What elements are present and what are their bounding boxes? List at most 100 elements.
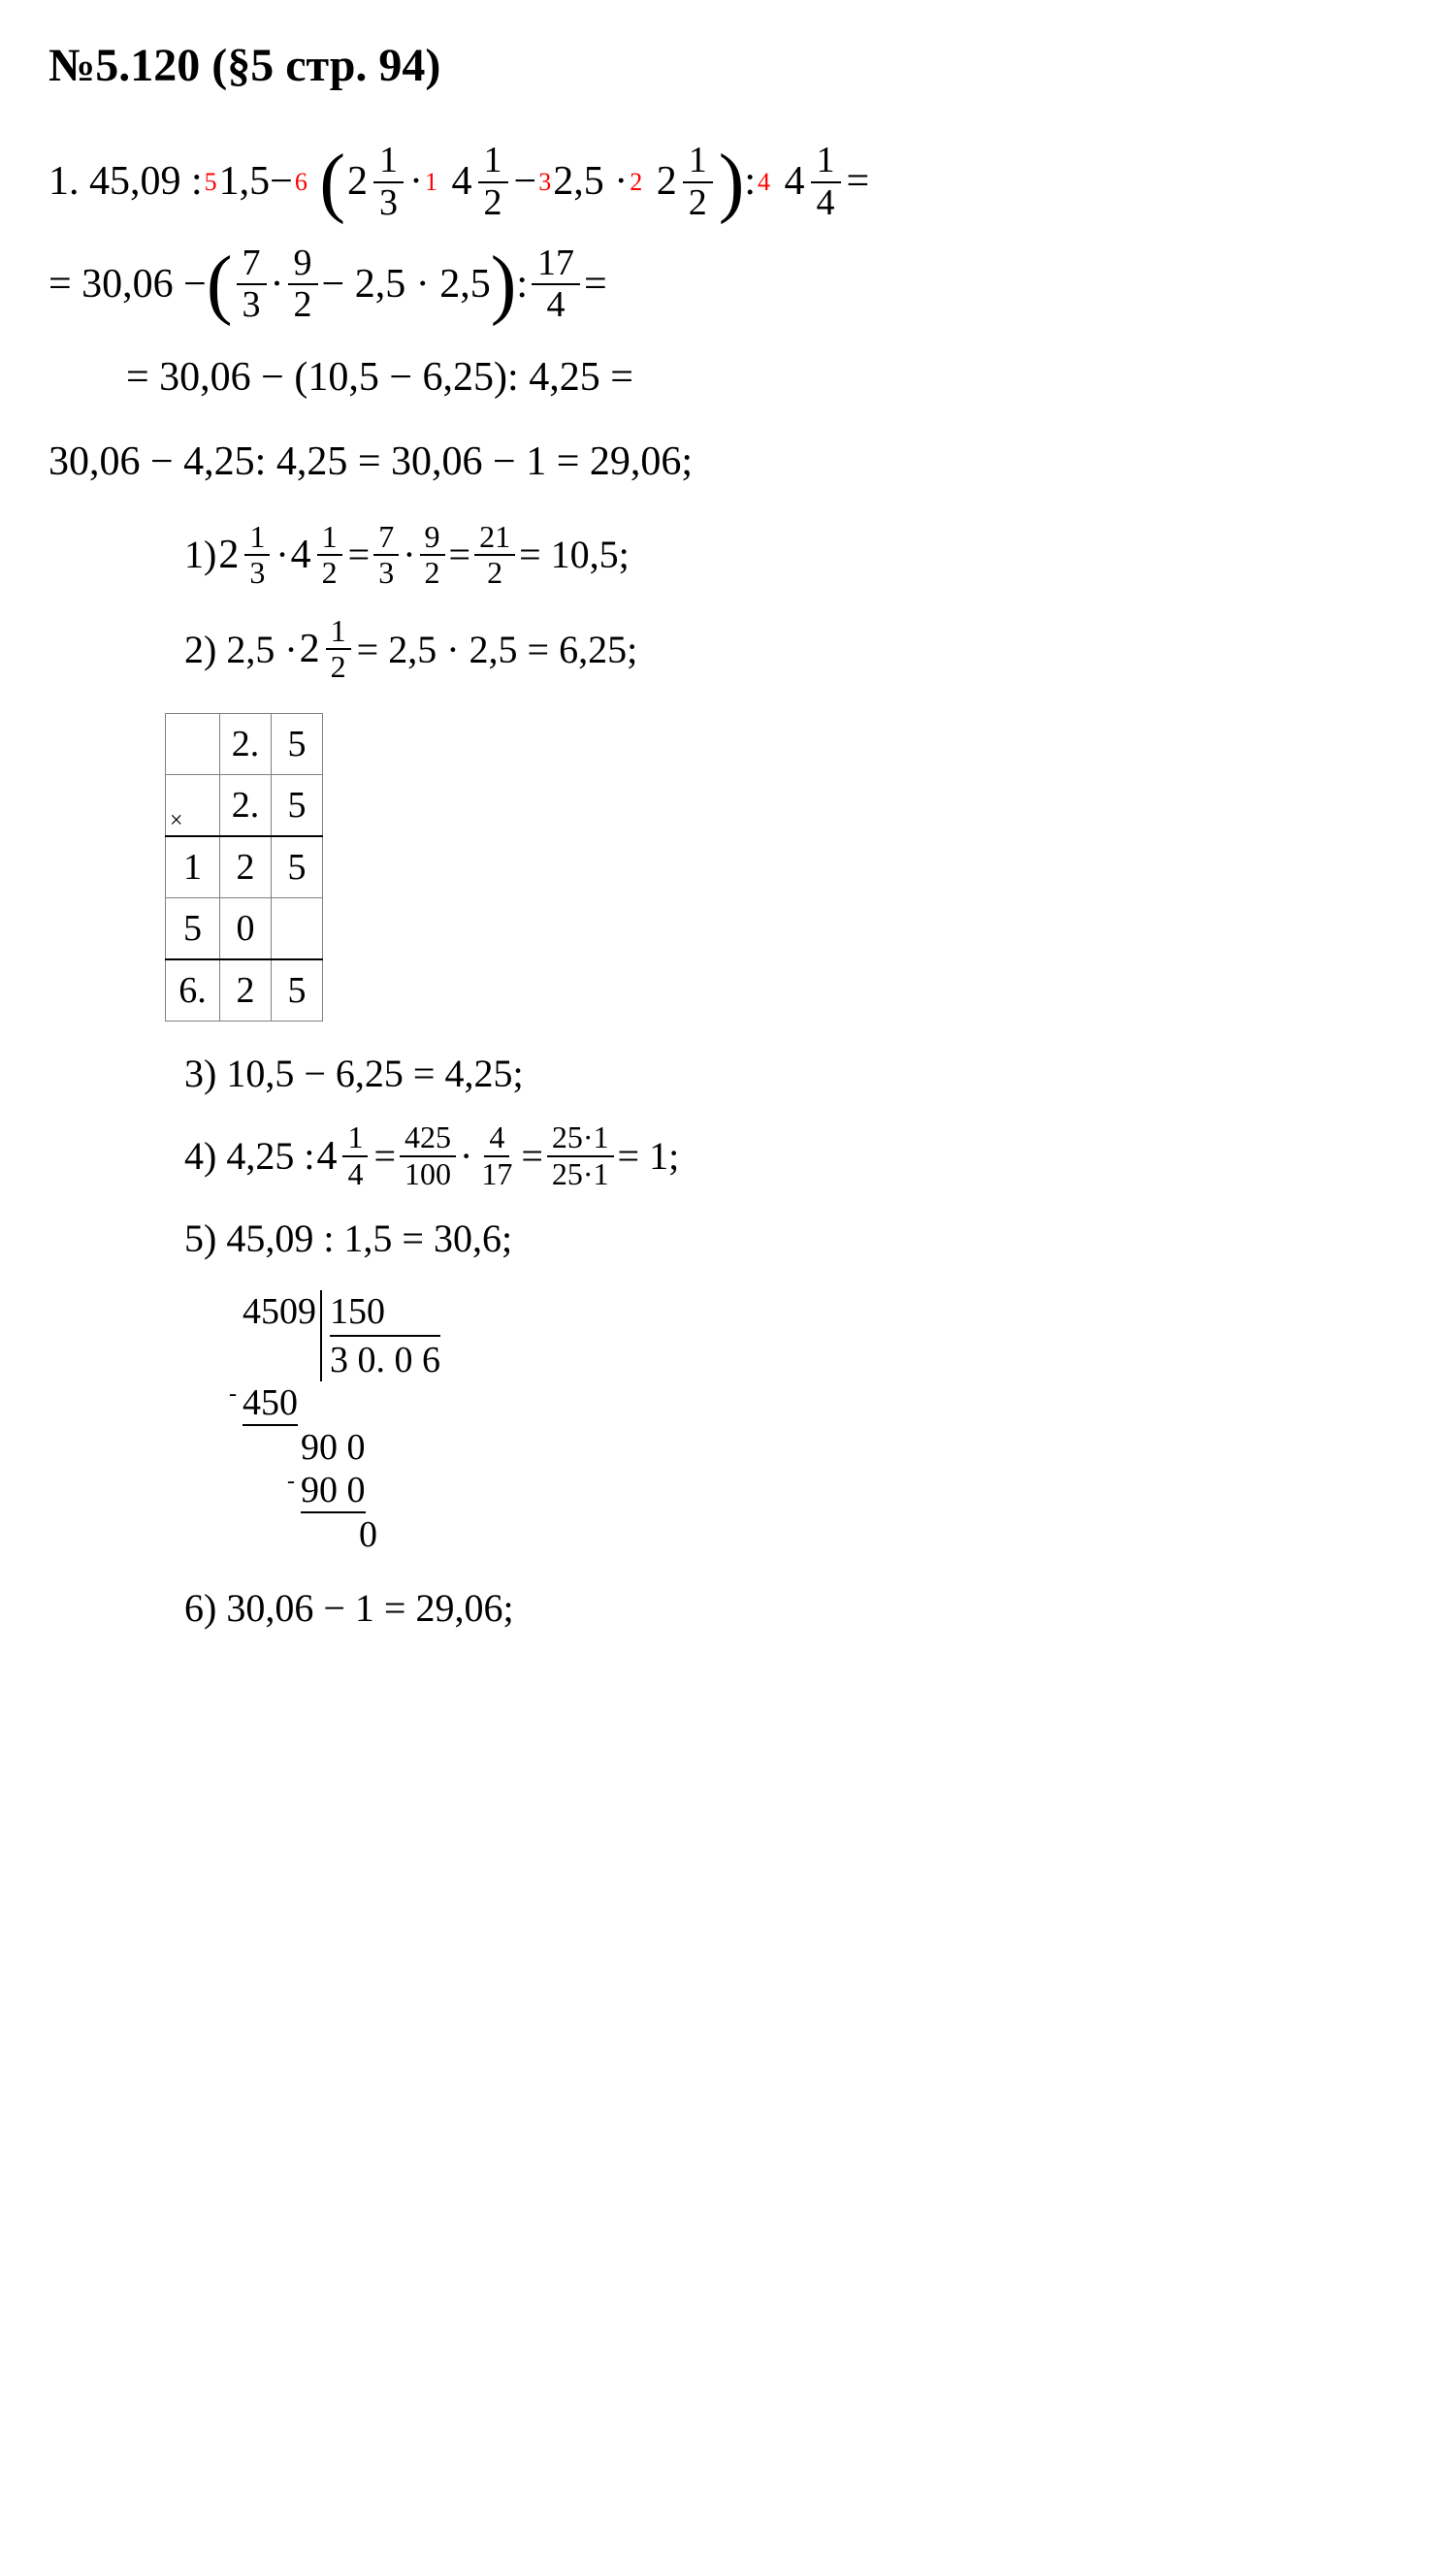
expression-line-2: = 30,06 − ( 73 · 92 − 2,5 · 2,5 ) : 174 … bbox=[49, 243, 1407, 327]
denominator: 2 bbox=[288, 285, 318, 326]
denominator: 4 bbox=[342, 1157, 368, 1191]
expression-line-1: 1. 45,09 : 5 1,5− 6 ( 2 13 · 1 4 12 − 3 … bbox=[49, 141, 1407, 224]
text: = 1; bbox=[618, 1133, 680, 1179]
table-cell: 5 bbox=[166, 898, 220, 960]
text bbox=[439, 149, 450, 214]
text: = bbox=[348, 532, 371, 577]
table-cell: 1 bbox=[166, 836, 220, 898]
text: 30,06 − 4,25: 4,25 = 30,06 − 1 = 29,06; bbox=[49, 430, 693, 495]
table-cell bbox=[166, 714, 220, 775]
right-paren: ) bbox=[719, 151, 745, 213]
text: = 2,5 · 2,5 = 6,25; bbox=[357, 627, 638, 672]
numerator: 1 bbox=[683, 141, 713, 183]
denominator: 3 bbox=[244, 556, 270, 590]
text: = bbox=[521, 1133, 543, 1179]
minus-icon: - bbox=[229, 1381, 237, 1408]
whole: 4 bbox=[785, 149, 805, 214]
table-row: × 2. 5 bbox=[166, 775, 323, 837]
page-title: №5.120 (§5 стр. 94) bbox=[49, 39, 1407, 92]
numerator: 4 bbox=[484, 1120, 509, 1156]
numerator: 1 bbox=[478, 141, 508, 183]
fraction: 417 bbox=[476, 1120, 517, 1190]
text: · bbox=[275, 532, 288, 577]
text: = bbox=[847, 149, 870, 214]
remainder: 90 0 bbox=[301, 1426, 1407, 1469]
denominator: 3 bbox=[373, 183, 404, 224]
denominator: 3 bbox=[373, 556, 399, 590]
text: = 10,5; bbox=[519, 532, 630, 577]
step-5: 5) 45,09 : 1,5 = 30,6; bbox=[184, 1216, 1407, 1261]
text: = 30,06 − (10,5 − 6,25): 4,25 = bbox=[126, 345, 633, 410]
denominator: 25·1 bbox=[547, 1157, 614, 1191]
text: · bbox=[403, 532, 415, 577]
subtrahend: 90 0 bbox=[301, 1469, 366, 1513]
right-paren: ) bbox=[491, 253, 517, 315]
numerator: 1 bbox=[373, 141, 404, 183]
order-6: 6 bbox=[295, 162, 307, 203]
whole: 2 bbox=[218, 532, 239, 578]
table-row: 2. 5 bbox=[166, 714, 323, 775]
text: 6) 30,06 − 1 = 29,06; bbox=[184, 1585, 514, 1631]
step-6: 6) 30,06 − 1 = 29,06; bbox=[184, 1585, 1407, 1631]
whole: 2 bbox=[657, 149, 677, 214]
table-row: 6. 2 5 bbox=[166, 959, 323, 1022]
mixed-fraction: 4 12 bbox=[452, 141, 512, 224]
times-symbol: × bbox=[166, 775, 220, 837]
divisor: 150 bbox=[330, 1290, 440, 1337]
numerator: 1 bbox=[317, 520, 342, 556]
step-1: 1) 2 13 · 4 12 = 73 · 92 = 212 = 10,5; bbox=[184, 520, 1407, 590]
expression-line-4: 30,06 − 4,25: 4,25 = 30,06 − 1 = 29,06; bbox=[49, 430, 1407, 495]
table-cell: 2 bbox=[220, 836, 272, 898]
denominator: 2 bbox=[420, 556, 445, 590]
numerator: 7 bbox=[237, 243, 267, 286]
whole: 4 bbox=[316, 1133, 337, 1180]
numerator: 17 bbox=[532, 243, 580, 286]
text: = bbox=[584, 252, 607, 317]
whole: 4 bbox=[291, 532, 311, 578]
table-cell: 5 bbox=[272, 836, 323, 898]
denominator: 4 bbox=[541, 285, 571, 326]
numerator: 1 bbox=[326, 614, 351, 650]
table-cell: 6. bbox=[166, 959, 220, 1022]
mixed-fraction: 2 13 bbox=[218, 520, 274, 590]
fraction: 174 bbox=[532, 243, 580, 327]
order-3: 3 bbox=[538, 162, 551, 203]
text: 5) 45,09 : 1,5 = 30,6; bbox=[184, 1216, 512, 1261]
fraction: 25·125·1 bbox=[547, 1120, 614, 1190]
text bbox=[772, 149, 783, 214]
text bbox=[309, 149, 320, 214]
denominator: 17 bbox=[476, 1157, 517, 1191]
table-cell: 5 bbox=[272, 775, 323, 837]
fraction: 92 bbox=[420, 520, 445, 590]
denominator: 2 bbox=[317, 556, 342, 590]
table-cell: 2 bbox=[220, 959, 272, 1022]
numerator: 1 bbox=[244, 520, 270, 556]
text: 1,5− bbox=[219, 149, 293, 214]
fraction: 212 bbox=[474, 520, 515, 590]
text: 1. 45,09 : bbox=[49, 149, 203, 214]
multiplication-table: 2. 5 × 2. 5 1 2 5 5 0 6. 2 5 bbox=[165, 713, 323, 1022]
text: · bbox=[409, 149, 423, 214]
step-2: 2) 2,5 · 2 12 = 2,5 · 2,5 = 6,25; bbox=[184, 614, 1407, 684]
table-row: 5 0 bbox=[166, 898, 323, 960]
whole: 2 bbox=[300, 626, 320, 672]
order-2: 2 bbox=[630, 162, 642, 203]
denominator: 2 bbox=[326, 650, 351, 684]
numerator: 9 bbox=[288, 243, 318, 286]
fraction: 73 bbox=[373, 520, 399, 590]
mixed-fraction: 2 12 bbox=[657, 141, 717, 224]
mixed-fraction: 2 13 bbox=[347, 141, 407, 224]
text: · bbox=[460, 1133, 472, 1179]
remainder: 0 bbox=[359, 1513, 1407, 1556]
subtrahend: 450 bbox=[243, 1381, 298, 1426]
mixed-fraction: 4 14 bbox=[316, 1120, 372, 1190]
text: · bbox=[271, 252, 284, 317]
whole: 2 bbox=[347, 149, 368, 214]
mixed-fraction: 4 12 bbox=[291, 520, 346, 590]
left-paren: ( bbox=[207, 253, 233, 315]
dividend: 4509 bbox=[243, 1290, 320, 1381]
whole: 4 bbox=[452, 149, 472, 214]
text: = 30,06 − bbox=[49, 252, 207, 317]
text: − bbox=[514, 149, 537, 214]
text: : bbox=[516, 252, 528, 317]
